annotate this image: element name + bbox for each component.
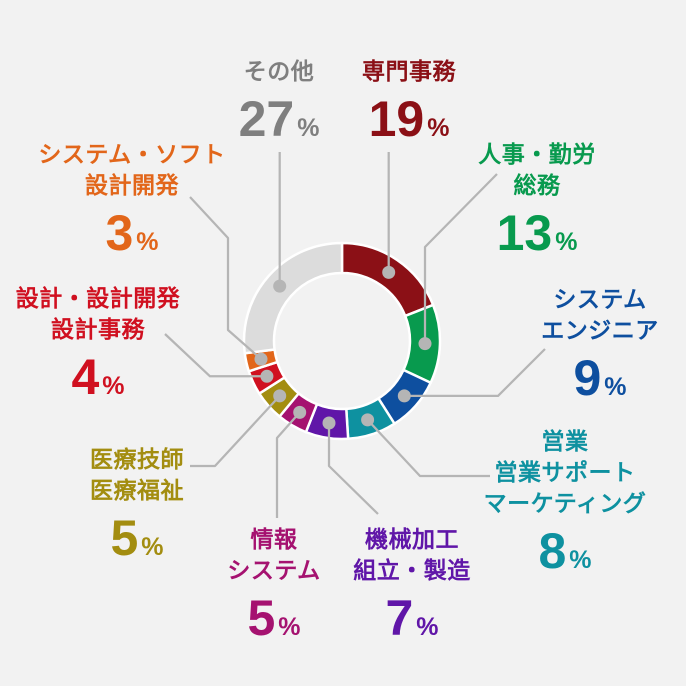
segment-percent-value: 4 bbox=[71, 349, 100, 405]
segment-label-iryo-gishi-fukushi: 医療技師医療福祉 5% bbox=[27, 444, 247, 572]
segment-percent-sign: % bbox=[416, 613, 439, 641]
segment-percent: 9% bbox=[490, 353, 686, 412]
leader-dot-joho-system bbox=[293, 405, 307, 419]
segment-percent-sign: % bbox=[136, 228, 159, 256]
segment-label-line: 組立・製造 bbox=[353, 557, 471, 583]
leader-dot-system-engineer bbox=[397, 389, 411, 403]
segment-percent: 7% bbox=[302, 593, 522, 652]
leader-dots bbox=[254, 265, 432, 430]
segment-percent: 4% bbox=[0, 352, 208, 411]
segment-label-line: 医療福祉 bbox=[90, 477, 184, 503]
segment-percent: 27% bbox=[169, 94, 389, 153]
leader-lines bbox=[164, 152, 546, 518]
segment-percent-value: 8 bbox=[538, 523, 567, 579]
segment-percent-sign: % bbox=[569, 546, 592, 574]
segment-percent: 5% bbox=[164, 593, 384, 652]
donut-segment-sonota bbox=[242, 241, 344, 355]
leader-line-system-engineer bbox=[404, 348, 546, 398]
segment-label-sonota: その他 27% bbox=[169, 56, 389, 153]
segment-percent: 19% bbox=[299, 94, 519, 153]
segment-percent-sign: % bbox=[604, 373, 627, 401]
segment-label-line: 人事・勤労 bbox=[478, 141, 596, 167]
leader-line-eigyo-support-marketing bbox=[366, 419, 490, 478]
segment-label-line: システム bbox=[227, 557, 321, 583]
segment-label-line: 情報 bbox=[250, 526, 298, 552]
segment-label-line: 専門事務 bbox=[362, 58, 456, 84]
leader-dot-kikai-kako-seizo bbox=[322, 416, 336, 430]
segment-percent-value: 19 bbox=[368, 91, 425, 147]
segment-label-sekkei-jimu: 設計・設計開発 設計事務 4% bbox=[0, 283, 208, 411]
leader-dot-jinji-kinro-somu bbox=[418, 337, 432, 351]
segment-label-line: 設計事務 bbox=[51, 316, 145, 342]
segment-percent: 5% bbox=[27, 513, 247, 572]
segment-label-joho-system: 情報システム 5% bbox=[164, 524, 384, 652]
segment-percent-value: 7 bbox=[385, 590, 414, 646]
segment-label-kikai-kako-seizo: 機械加工組立・製造 7% bbox=[302, 524, 522, 652]
leader-line-joho-system bbox=[275, 411, 301, 518]
leader-dot-sonota bbox=[273, 279, 287, 293]
segment-percent: 3% bbox=[22, 208, 242, 267]
segment-percent-value: 3 bbox=[105, 205, 134, 261]
segment-percent-sign: % bbox=[141, 533, 164, 561]
leader-dot-sekkei-jimu bbox=[260, 369, 274, 383]
segment-percent-sign: % bbox=[555, 228, 578, 256]
segment-label-line: エンジニア bbox=[541, 317, 659, 343]
segment-percent-sign: % bbox=[278, 613, 301, 641]
donut-segment-senmon-jimu bbox=[340, 241, 435, 318]
leader-dot-iryo-gishi-fukushi bbox=[273, 389, 287, 403]
leader-dot-system-soft-sekkei bbox=[254, 352, 268, 366]
segment-percent-value: 9 bbox=[573, 350, 602, 406]
donut-segments bbox=[242, 241, 442, 441]
segment-label-line: 医療技師 bbox=[90, 446, 184, 472]
segment-label-line: その他 bbox=[243, 58, 315, 84]
leader-line-system-soft-sekkei bbox=[189, 196, 262, 360]
segment-label-line: 営業 bbox=[541, 428, 589, 454]
leader-line-sekkei-jimu bbox=[164, 333, 267, 378]
leader-dot-senmon-jimu bbox=[382, 265, 396, 279]
segment-percent-value: 5 bbox=[110, 510, 139, 566]
segment-label-line: 設計・設計開発 bbox=[15, 285, 181, 311]
segment-label-line: システム bbox=[553, 286, 647, 312]
segment-label-line: システム・ソフト bbox=[38, 141, 226, 167]
segment-percent-value: 27 bbox=[238, 91, 295, 147]
leader-line-jinji-kinro-somu bbox=[423, 173, 498, 344]
segment-label-line: 設計開発 bbox=[85, 172, 179, 198]
segment-label-system-engineer: システムエンジニア 9% bbox=[490, 284, 686, 412]
segment-label-line: マーケティング bbox=[483, 490, 647, 516]
leader-dot-eigyo-support-marketing bbox=[361, 413, 375, 427]
segment-percent: 13% bbox=[427, 208, 647, 267]
segment-label-senmon-jimu: 専門事務 19% bbox=[299, 56, 519, 153]
segment-percent-sign: % bbox=[427, 114, 450, 142]
leader-line-kikai-kako-seizo bbox=[327, 423, 379, 515]
segment-label-line: 機械加工 bbox=[365, 526, 459, 552]
leader-line-iryo-gishi-fukushi bbox=[190, 395, 281, 468]
segment-percent: 8% bbox=[455, 526, 675, 585]
segment-percent-sign: % bbox=[102, 372, 125, 400]
segment-label-line: 営業サポート bbox=[494, 459, 636, 485]
segment-percent-sign: % bbox=[297, 114, 320, 142]
segment-percent-value: 5 bbox=[247, 590, 276, 646]
segment-label-system-soft-sekkei: システム・ソフト 設計開発 3% bbox=[22, 139, 242, 267]
segment-label-line: 総務 bbox=[513, 172, 561, 198]
segment-label-eigyo-support-marketing: 営業営業サポート マーケティング 8% bbox=[455, 426, 675, 585]
segment-percent-value: 13 bbox=[496, 205, 553, 261]
segment-label-jinji-kinro-somu: 人事・勤労総務 13% bbox=[427, 139, 647, 267]
